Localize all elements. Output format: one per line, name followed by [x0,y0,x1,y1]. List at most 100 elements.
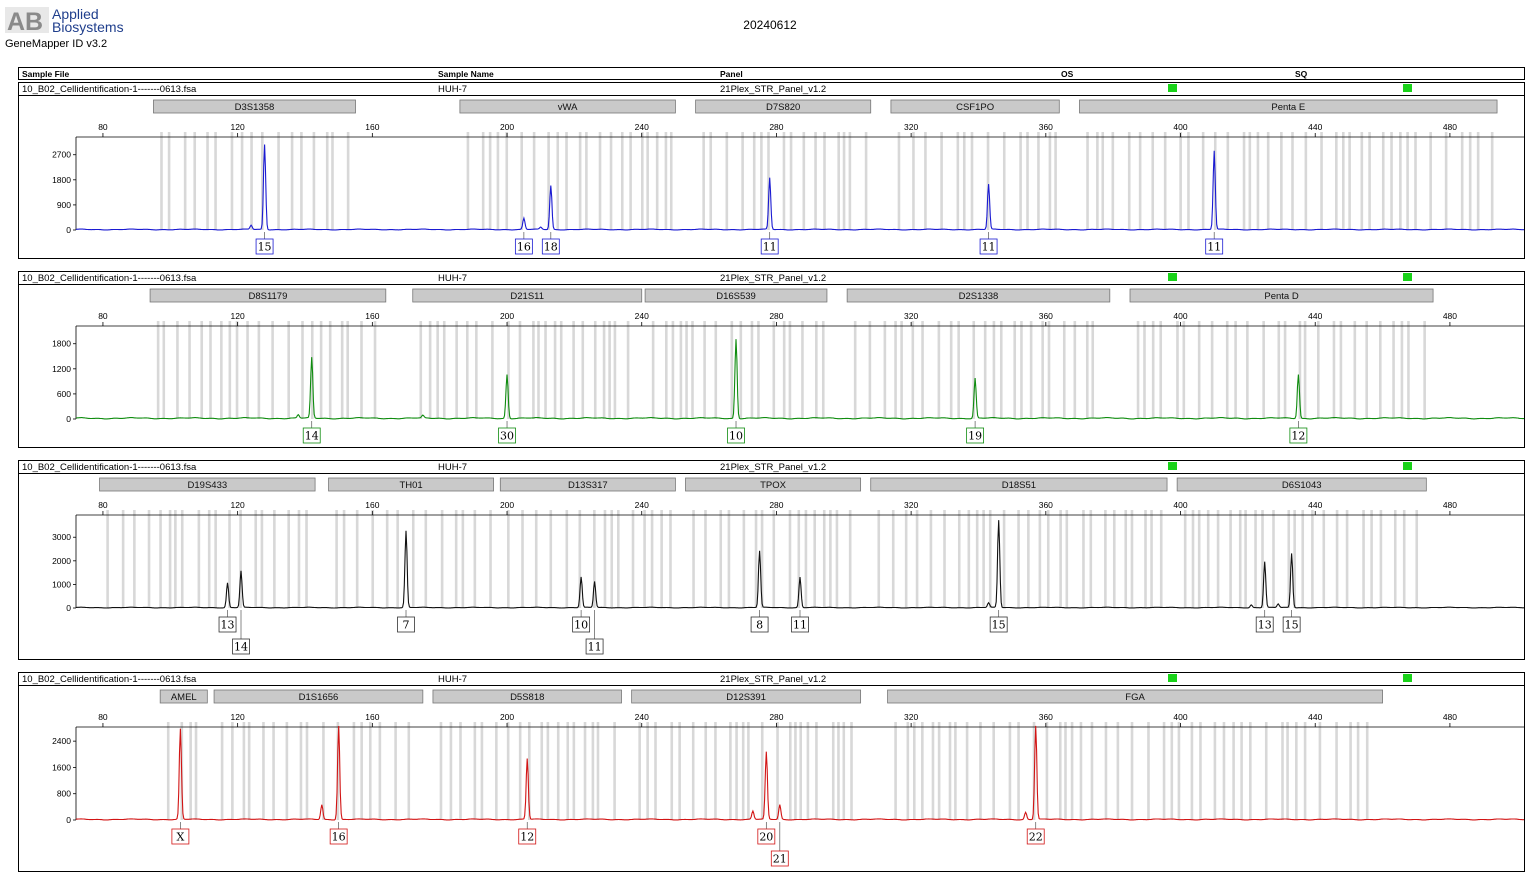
allele-call[interactable]: 10 [572,610,591,633]
marker-bar[interactable] [890,99,1060,114]
allele-box[interactable] [757,828,776,845]
allele-box[interactable] [966,427,985,444]
allele-box[interactable] [1205,238,1224,255]
allele-box[interactable] [791,616,809,633]
allele-call[interactable]: 15 [989,610,1008,633]
marker-d6s1043[interactable]: D6S1043 [1176,477,1427,492]
allele-box[interactable] [302,427,321,444]
allele-box[interactable] [514,238,533,255]
allele-box[interactable] [585,638,604,655]
marker-fga[interactable]: FGA [887,689,1383,704]
marker-d2s1338[interactable]: D2S1338 [846,288,1111,303]
marker-bar[interactable] [149,288,387,303]
marker-bar[interactable] [1079,99,1498,114]
allele-box[interactable] [770,850,789,867]
sample-info-row[interactable]: 10_B02_Cellidentification-1-------0613.f… [19,461,1524,474]
allele-call[interactable]: 10 [727,421,745,444]
allele-box[interactable] [572,616,591,633]
allele-box[interactable] [750,616,769,633]
marker-penta-e[interactable]: Penta E [1079,99,1498,114]
allele-call[interactable]: 7 [397,610,415,633]
marker-penta-d[interactable]: Penta D [1129,288,1434,303]
allele-call[interactable]: 13 [218,610,237,633]
allele-box[interactable] [541,238,560,255]
marker-bar[interactable] [1129,288,1434,303]
marker-bar[interactable] [685,477,862,492]
allele-box[interactable] [979,238,998,255]
marker-d16s539[interactable]: D16S539 [644,288,828,303]
marker-bar[interactable] [695,99,872,114]
allele-box[interactable] [1282,616,1301,633]
allele-call[interactable]: 11 [791,610,809,633]
marker-bar[interactable] [631,689,862,704]
marker-d8s1179[interactable]: D8S1179 [149,288,387,303]
marker-d1s1656[interactable]: D1S1656 [213,689,424,704]
allele-call[interactable]: 16 [514,232,533,255]
marker-bar[interactable] [153,99,356,114]
allele-call[interactable]: 22 [1026,822,1045,845]
allele-call[interactable]: 30 [498,421,516,444]
marker-bar[interactable] [846,288,1111,303]
marker-csf1po[interactable]: CSF1PO [890,99,1060,114]
marker-d12s391[interactable]: D12S391 [631,689,862,704]
allele-call[interactable]: 14 [302,421,321,444]
marker-bar[interactable] [870,477,1168,492]
marker-d3s1358[interactable]: D3S1358 [153,99,356,114]
allele-call[interactable]: 11 [760,232,779,255]
marker-bar[interactable] [1176,477,1427,492]
allele-box[interactable] [989,616,1008,633]
allele-call[interactable]: 14 [232,610,250,655]
allele-box[interactable] [329,828,348,845]
allele-box[interactable] [1255,616,1274,633]
allele-call[interactable]: 15 [1282,610,1301,633]
marker-bar[interactable] [499,477,676,492]
allele-call[interactable]: 18 [541,232,560,255]
allele-call[interactable]: 11 [585,610,604,655]
allele-box[interactable] [518,828,537,845]
sample-info-row[interactable]: 10_B02_Cellidentification-1-------0613.f… [19,673,1524,686]
allele-call[interactable]: 13 [1255,610,1274,633]
marker-bar[interactable] [159,689,208,704]
marker-bar[interactable] [213,689,424,704]
marker-bar[interactable] [99,477,316,492]
allele-call[interactable]: X [171,822,190,845]
allele-call[interactable]: 12 [1289,421,1308,444]
marker-amel[interactable]: AMEL [159,689,208,704]
marker-d21s11[interactable]: D21S11 [412,288,643,303]
sample-info-row[interactable]: 10_B02_Cellidentification-1-------0613.f… [19,83,1524,96]
marker-bar[interactable] [459,99,676,114]
marker-d7s820[interactable]: D7S820 [695,99,872,114]
allele-box[interactable] [171,828,190,845]
allele-call[interactable]: 12 [518,822,537,845]
allele-box[interactable] [397,616,415,633]
sample-info-row[interactable]: 10_B02_Cellidentification-1-------0613.f… [19,272,1524,285]
marker-d18s51[interactable]: D18S51 [870,477,1168,492]
marker-bar[interactable] [432,689,622,704]
allele-call[interactable]: 8 [750,610,769,633]
allele-call[interactable]: 19 [966,421,985,444]
allele-box[interactable] [760,238,779,255]
allele-box[interactable] [255,238,274,255]
marker-d13s317[interactable]: D13S317 [499,477,676,492]
marker-bar[interactable] [328,477,494,492]
allele-call[interactable]: 21 [770,822,789,867]
allele-box[interactable] [232,638,250,655]
allele-box[interactable] [727,427,745,444]
allele-call[interactable]: 15 [255,232,274,255]
allele-call[interactable]: 11 [979,232,998,255]
allele-box[interactable] [1289,427,1308,444]
allele-call[interactable]: 20 [757,822,776,845]
allele-box[interactable] [218,616,237,633]
allele-call[interactable]: 11 [1205,232,1224,255]
marker-tpox[interactable]: TPOX [685,477,862,492]
marker-th01[interactable]: TH01 [328,477,494,492]
allele-box[interactable] [498,427,516,444]
marker-d5s818[interactable]: D5S818 [432,689,622,704]
marker-vwa[interactable]: vWA [459,99,676,114]
marker-bar[interactable] [887,689,1383,704]
marker-bar[interactable] [412,288,643,303]
allele-box[interactable] [1026,828,1045,845]
marker-d19s433[interactable]: D19S433 [99,477,316,492]
allele-call[interactable]: 16 [329,822,348,845]
marker-bar[interactable] [644,288,828,303]
